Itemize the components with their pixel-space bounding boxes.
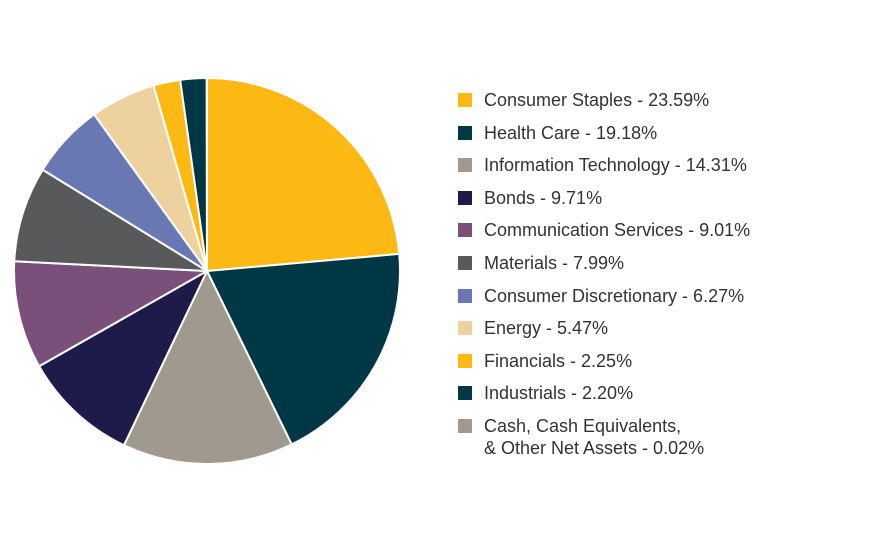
legend-label: Information Technology - 14.31% [484, 155, 747, 176]
legend-swatch [458, 386, 472, 401]
pie-slice-2 [122, 270, 293, 465]
legend-label: Energy - 5.47% [484, 318, 609, 339]
legend-item: Financials - 2.25% [458, 350, 750, 383]
pie-slice-0 [206, 77, 401, 272]
legend-label: Communication Services - 9.01% [484, 220, 751, 241]
legend-label: Consumer Staples - 23.59% [484, 90, 710, 110]
legend-swatch [458, 288, 472, 303]
legend-swatch [458, 418, 472, 433]
legend-swatch [458, 93, 472, 107]
legend-swatch [458, 223, 472, 238]
legend-swatch [458, 353, 472, 368]
legend-swatch [458, 158, 472, 173]
legend-item: Materials - 7.99% [458, 252, 750, 285]
legend-label: Cash, Cash Equivalents, & Other Net Asse… [484, 415, 705, 458]
legend-label: Health Care - 19.18% [484, 122, 658, 143]
legend-swatch [458, 321, 472, 336]
legend-item: Information Technology - 14.31% [458, 154, 750, 187]
legend-item: Health Care - 19.18% [458, 122, 750, 155]
legend-item: Consumer Discretionary - 6.27% [458, 285, 750, 318]
legend-label: Financials - 2.25% [484, 350, 633, 371]
pie-slice-5 [13, 168, 208, 272]
legend-label: Industrials - 2.20% [484, 383, 634, 404]
chart-legend: Consumer Staples - 23.59% Health Care - 1… [458, 89, 750, 459]
pie-slice-4 [13, 260, 208, 368]
legend-swatch [458, 125, 472, 140]
legend-item: Cash, Cash Equivalents, & Other Net Asse… [458, 415, 750, 459]
legend-item: Bonds - 9.71% [458, 187, 750, 220]
pie-slice-1 [206, 252, 401, 446]
legend-item: Communication Services - 9.01% [458, 219, 750, 252]
legend-item: Industrials - 2.20% [458, 382, 750, 415]
legend-swatch [458, 190, 472, 205]
legend-item: Energy - 5.47% [458, 317, 750, 350]
legend-label: Consumer Discretionary - 6.27% [484, 285, 745, 306]
legend-label: Bonds - 9.71% [484, 187, 603, 208]
legend-swatch [458, 255, 472, 270]
legend-item: Consumer Staples - 23.59% [458, 89, 750, 122]
pie-slice-3 [38, 270, 208, 447]
legend-label: Materials - 7.99% [484, 252, 625, 273]
